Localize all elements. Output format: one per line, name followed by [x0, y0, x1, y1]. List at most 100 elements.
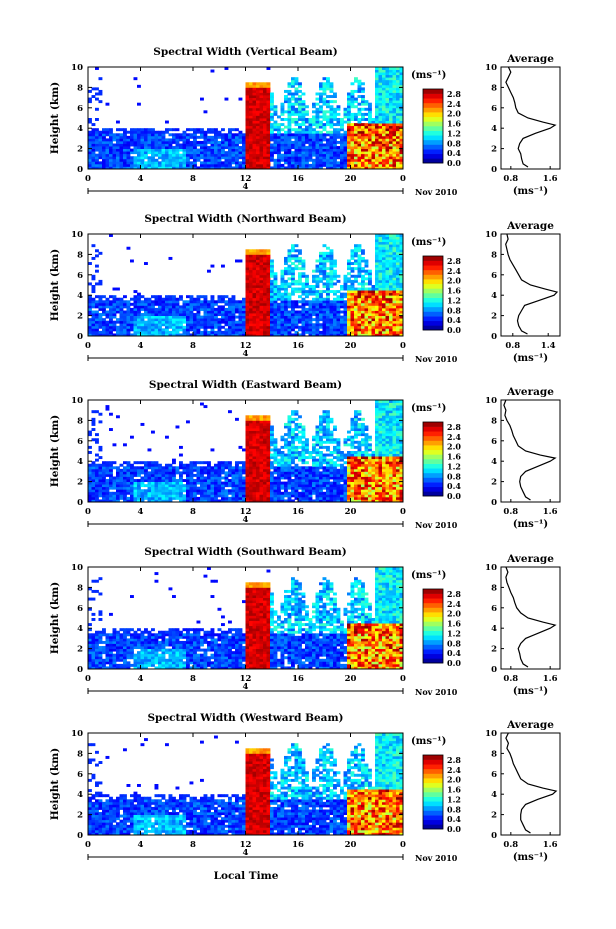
heatmap-cell: [123, 481, 127, 485]
heatmap-cell: [350, 95, 355, 98]
heatmap-cell: [221, 297, 225, 301]
heatmap-cell: [112, 163, 117, 167]
heatmap-cell: [329, 135, 334, 139]
heatmap-cell: [238, 479, 243, 482]
heatmap-cell: [119, 156, 124, 160]
heatmap-cell: [172, 461, 176, 465]
heatmap-cell: [231, 320, 236, 324]
x-tick-label: 0: [400, 174, 406, 184]
heatmap-cell: [298, 153, 302, 157]
heatmap-cell: [210, 166, 215, 170]
heatmap-cell: [123, 295, 127, 299]
heatmap-cell: [389, 320, 393, 324]
heatmap-cell: [102, 471, 106, 475]
heatmap-cell: [175, 320, 180, 324]
heatmap-cell: [217, 143, 222, 147]
heatmap-cell: [147, 479, 152, 482]
heatmap-cell: [308, 133, 313, 137]
heatmap-cell: [193, 328, 197, 332]
heatmap-cell: [392, 274, 397, 278]
heatmap-cell: [371, 305, 376, 309]
heatmap-cell: [322, 151, 327, 155]
heatmap-cell: [270, 295, 274, 299]
heatmap-cell: [375, 285, 379, 288]
heatmap-cell: [98, 486, 103, 490]
heatmap-cell: [210, 320, 215, 324]
heatmap-cell: [207, 499, 211, 503]
heatmap-cell: [221, 333, 225, 337]
heatmap-cell: [186, 151, 190, 155]
heatmap-cell: [130, 310, 134, 314]
heatmap-cell: [266, 300, 271, 304]
heatmap-cell: [133, 143, 138, 147]
heatmap-cell: [361, 156, 365, 160]
heatmap-cell: [105, 330, 110, 334]
heatmap-cell: [266, 97, 271, 101]
heatmap-cell: [336, 107, 341, 111]
heatmap-cell: [308, 307, 313, 311]
heatmap-cell: [119, 479, 124, 482]
heatmap-cell: [357, 295, 362, 299]
heatmap-cell: [133, 318, 138, 322]
heatmap-cell: [256, 300, 260, 304]
heatmap-cell: [172, 330, 176, 334]
heatmap-cell: [200, 471, 204, 475]
heatmap-cell: [126, 489, 131, 493]
heatmap-cell: [228, 153, 232, 157]
heatmap-cell: [245, 125, 250, 129]
heatmap-cell: [158, 330, 162, 334]
heatmap-cell: [259, 161, 264, 165]
heatmap-cell: [319, 297, 323, 301]
heatmap-cell: [301, 272, 306, 276]
heatmap-cell: [368, 123, 372, 127]
heatmap-cell: [186, 473, 190, 477]
heatmap-cell: [91, 461, 96, 465]
heatmap-cell: [298, 305, 302, 309]
heatmap-cell: [252, 105, 257, 109]
heatmap-cell: [98, 471, 103, 475]
heatmap-cell: [368, 107, 372, 111]
heatmap-cell: [130, 158, 134, 162]
heatmap-cell: [249, 451, 253, 454]
heatmap-cell: [245, 438, 250, 442]
heatmap-cell: [385, 140, 390, 144]
heatmap-cell: [88, 151, 92, 155]
avg-y-tick-label: 8: [491, 83, 497, 93]
heatmap-cell: [375, 330, 379, 334]
heatmap-cell: [179, 476, 183, 480]
heatmap-cell: [126, 153, 131, 157]
heatmap-cell: [168, 305, 173, 309]
heatmap-cell: [137, 84, 141, 88]
heatmap-cell: [263, 274, 267, 278]
heatmap-cell: [179, 295, 183, 299]
heatmap-cell: [322, 244, 327, 248]
heatmap-cell: [378, 135, 383, 139]
heatmap-cell: [245, 481, 250, 485]
heatmap-cell: [385, 310, 390, 314]
heatmap-cell: [326, 161, 330, 165]
heatmap-cell: [357, 313, 362, 316]
heatmap-cell: [378, 156, 383, 160]
heatmap-cell: [266, 112, 271, 116]
heatmap-cell: [151, 320, 155, 324]
heatmap-cell: [385, 166, 390, 170]
heatmap-cell: [252, 328, 257, 332]
heatmap-cell: [98, 313, 103, 316]
heatmap-cell: [326, 295, 330, 299]
heatmap-cell: [312, 277, 316, 281]
heatmap-cell: [242, 151, 246, 155]
heatmap-cell: [252, 140, 257, 144]
heatmap-cell: [266, 120, 271, 124]
heatmap-cell: [322, 302, 327, 306]
heatmap-cell: [193, 300, 197, 304]
heatmap-cell: [322, 325, 327, 329]
heatmap-cell: [172, 166, 176, 170]
heatmap-cell: [326, 158, 330, 162]
heatmap-cell: [396, 315, 400, 319]
heatmap-cell: [228, 320, 232, 324]
heatmap-cell: [284, 287, 288, 291]
heatmap-cell: [392, 323, 397, 327]
heatmap-cell: [116, 325, 120, 329]
heatmap-cell: [168, 333, 173, 337]
heatmap-cell: [249, 282, 253, 286]
